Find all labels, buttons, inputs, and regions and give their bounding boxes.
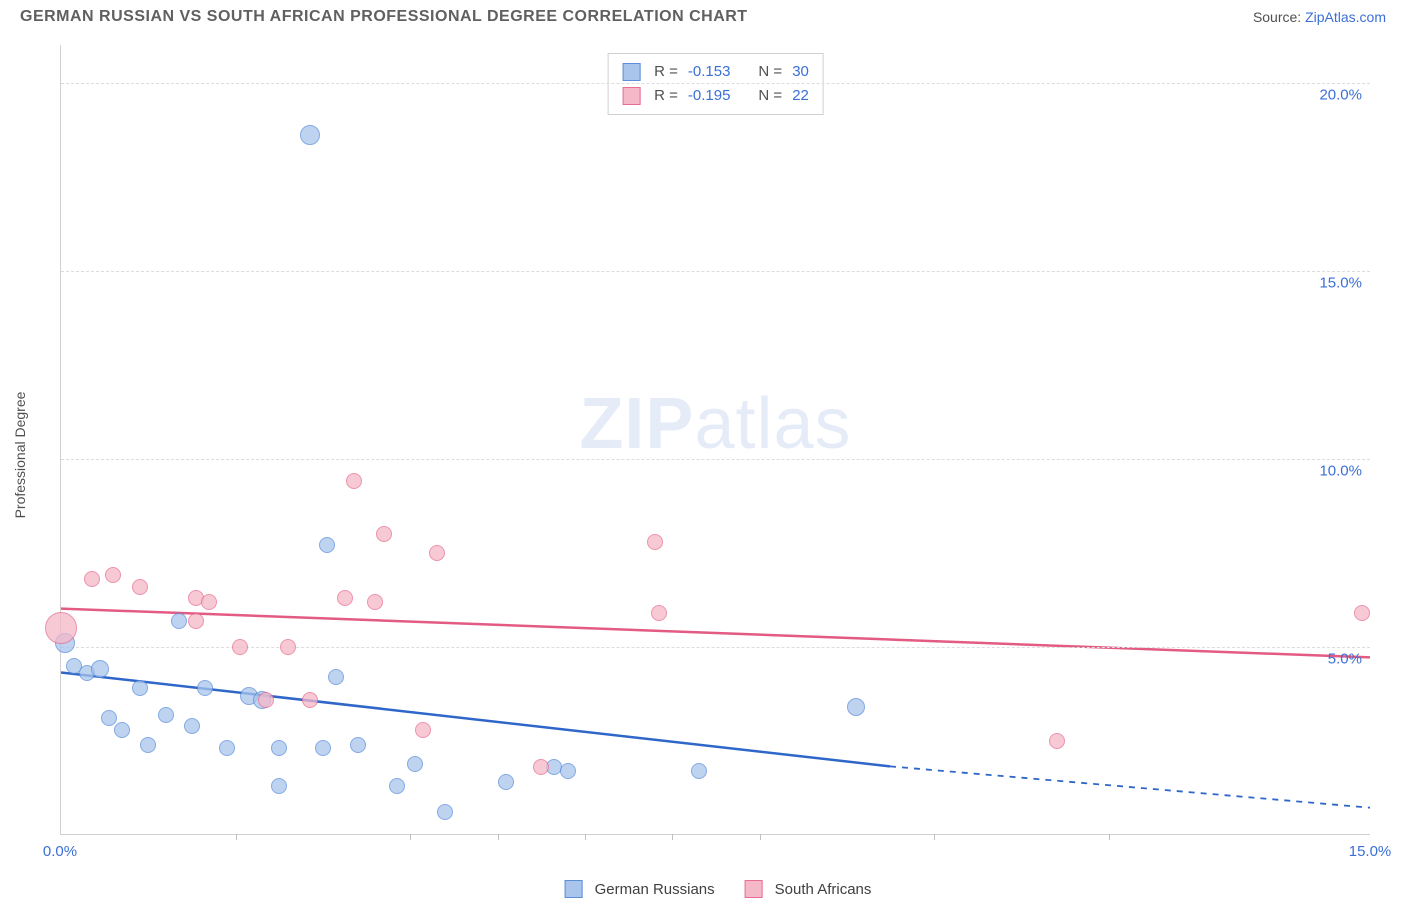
x-tick [498, 834, 499, 840]
data-point [429, 545, 445, 561]
data-point [84, 571, 100, 587]
watermark: ZIPatlas [579, 383, 851, 465]
r-value: -0.153 [688, 60, 731, 84]
stats-legend-box: R = -0.153 N = 30 R = -0.195 N = 22 [607, 53, 824, 115]
data-point [219, 740, 235, 756]
y-tick-label: 10.0% [1319, 462, 1362, 479]
legend-swatch [745, 880, 763, 898]
data-point [346, 473, 362, 489]
trend-lines [61, 45, 1370, 834]
source-prefix: Source: [1253, 9, 1305, 25]
gridline [61, 459, 1370, 460]
x-tick [1109, 834, 1110, 840]
data-point [407, 756, 423, 772]
data-point [847, 698, 865, 716]
data-point [367, 594, 383, 610]
data-point [140, 737, 156, 753]
legend-item: South Africans [745, 880, 872, 898]
data-point [45, 612, 77, 644]
data-point [271, 778, 287, 794]
y-axis-label: Professional Degree [12, 392, 28, 519]
data-point [328, 669, 344, 685]
r-value: -0.195 [688, 84, 731, 108]
legend-swatch [565, 880, 583, 898]
data-point [114, 722, 130, 738]
data-point [415, 722, 431, 738]
data-point [158, 707, 174, 723]
data-point [300, 125, 320, 145]
data-point [201, 594, 217, 610]
data-point [188, 613, 204, 629]
data-point [350, 737, 366, 753]
legend-swatch [622, 63, 640, 81]
x-tick [585, 834, 586, 840]
n-label: N = [758, 60, 782, 84]
data-point [258, 692, 274, 708]
data-point [533, 759, 549, 775]
x-tick [410, 834, 411, 840]
data-point [337, 590, 353, 606]
data-point [1354, 605, 1370, 621]
data-point [691, 763, 707, 779]
chart-container: Professional Degree ZIPatlas R = -0.153N… [50, 40, 1386, 870]
legend-label: German Russians [595, 881, 715, 898]
data-point [437, 804, 453, 820]
r-label: R = [654, 84, 678, 108]
data-point [184, 718, 200, 734]
plot-area: ZIPatlas R = -0.153 N = 30 R = -0.195 N = 2… [60, 45, 1370, 835]
gridline [61, 647, 1370, 648]
r-label: R = [654, 60, 678, 84]
n-value: 30 [792, 60, 809, 84]
data-point [560, 763, 576, 779]
data-point [389, 778, 405, 794]
n-label: N = [758, 84, 782, 108]
source-attribution: Source: ZipAtlas.com [1253, 9, 1386, 25]
data-point [647, 534, 663, 550]
y-tick-label: 20.0% [1319, 86, 1362, 103]
y-tick-label: 5.0% [1328, 650, 1362, 667]
watermark-bold: ZIP [579, 384, 694, 464]
data-point [271, 740, 287, 756]
data-point [132, 579, 148, 595]
x-tick-label: 15.0% [1349, 843, 1392, 860]
data-point [376, 526, 392, 542]
legend-item: German Russians [565, 880, 715, 898]
x-tick [236, 834, 237, 840]
gridline [61, 271, 1370, 272]
data-point [101, 710, 117, 726]
data-point [315, 740, 331, 756]
legend-label: South Africans [775, 881, 872, 898]
watermark-rest: atlas [694, 384, 851, 464]
stats-row: R = -0.195 N = 22 [622, 84, 809, 108]
n-value: 22 [792, 84, 809, 108]
source-link[interactable]: ZipAtlas.com [1305, 9, 1386, 25]
data-point [91, 660, 109, 678]
data-point [1049, 733, 1065, 749]
data-point [232, 639, 248, 655]
stats-row: R = -0.153 N = 30 [622, 60, 809, 84]
bottom-legend: German Russians South Africans [565, 880, 872, 898]
gridline [61, 83, 1370, 84]
data-point [197, 680, 213, 696]
legend-swatch [622, 87, 640, 105]
x-tick [672, 834, 673, 840]
data-point [280, 639, 296, 655]
x-tick [934, 834, 935, 840]
data-point [319, 537, 335, 553]
data-point [302, 692, 318, 708]
data-point [105, 567, 121, 583]
data-point [651, 605, 667, 621]
data-point [171, 613, 187, 629]
x-tick [760, 834, 761, 840]
x-tick-label: 0.0% [43, 843, 77, 860]
chart-title: GERMAN RUSSIAN VS SOUTH AFRICAN PROFESSI… [20, 8, 748, 26]
data-point [498, 774, 514, 790]
y-tick-label: 15.0% [1319, 274, 1362, 291]
data-point [132, 680, 148, 696]
